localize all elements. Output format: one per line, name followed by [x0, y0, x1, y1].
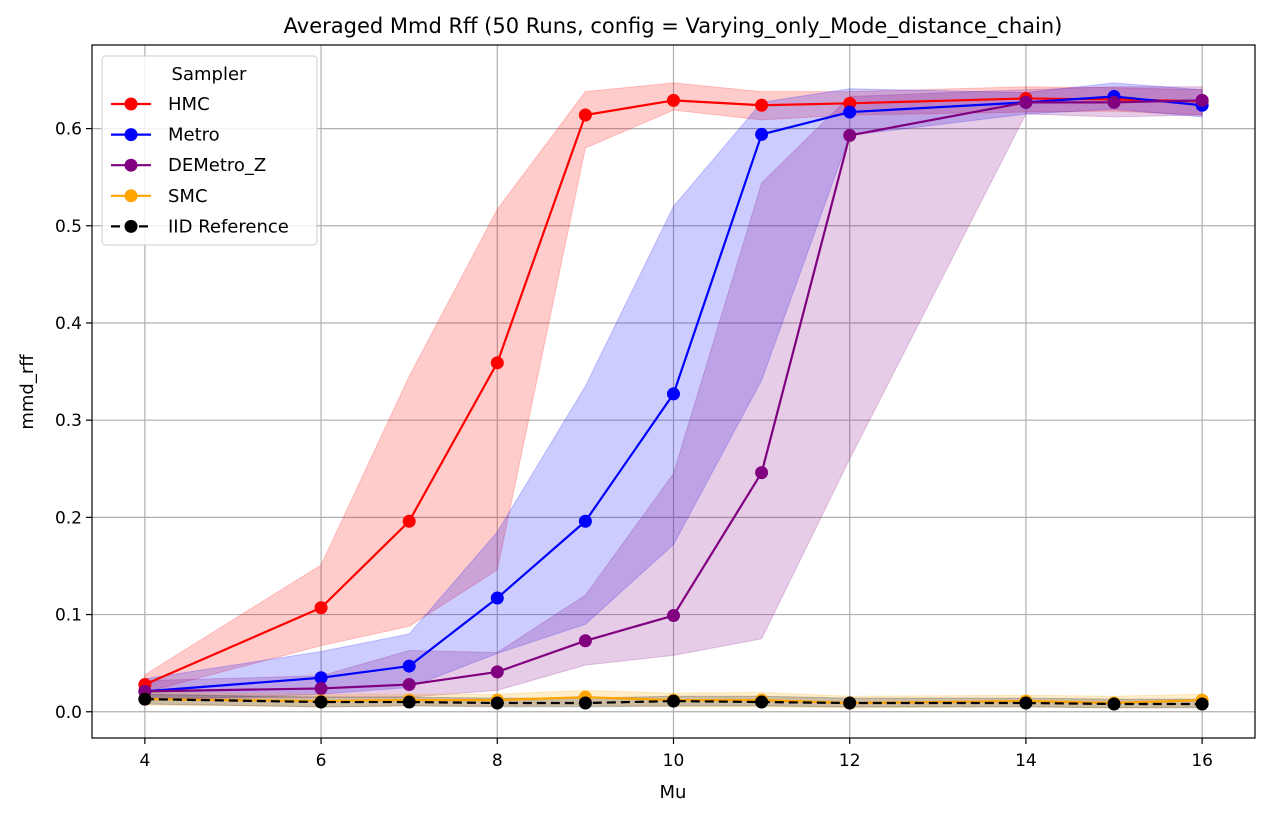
legend-label-hmc: HMC	[168, 94, 210, 115]
legend-entries: HMC Metro DEMetro_Z SMC IID Reference	[111, 94, 289, 237]
legend-entry-metro: Metro	[111, 125, 220, 146]
legend-marker-metro	[124, 128, 138, 142]
point-iid-reference	[314, 695, 328, 709]
y-tick-label: 0.2	[55, 508, 82, 528]
legend-entry-smc: SMC	[111, 186, 208, 207]
point-iid-reference	[490, 696, 504, 710]
legend-marker-smc	[124, 189, 138, 203]
y-tick-label: 0.4	[55, 314, 82, 334]
point-iid-reference	[843, 696, 857, 710]
point-demetro-z	[1107, 95, 1121, 109]
legend-entry-demetro-z: DEMetro_Z	[111, 155, 266, 176]
point-demetro-z	[314, 681, 328, 695]
x-tick-label: 8	[492, 751, 503, 771]
point-hmc	[314, 601, 328, 615]
point-hmc	[402, 514, 416, 528]
y-tick-label: 0.1	[55, 606, 82, 626]
point-metro	[843, 105, 857, 119]
legend-marker-hmc	[124, 97, 138, 111]
point-demetro-z	[402, 678, 416, 692]
y-tick-label: 0.0	[55, 703, 82, 723]
point-demetro-z	[578, 634, 592, 648]
point-metro	[402, 659, 416, 673]
point-iid-reference	[1107, 697, 1121, 711]
point-hmc	[578, 108, 592, 122]
x-tick-label: 10	[663, 751, 685, 771]
x-tick-label: 6	[316, 751, 327, 771]
legend: Sampler HMC Metro DEMetro_Z SMC IID Referenc…	[101, 55, 318, 246]
legend-title: Sampler	[172, 64, 247, 85]
x-tick-label: 4	[139, 751, 150, 771]
legend-marker-demetro-z	[124, 158, 138, 172]
point-metro	[667, 387, 680, 401]
band-hmc	[144, 82, 1203, 693]
point-iid-reference	[755, 695, 769, 709]
grid-lines	[92, 45, 1255, 738]
point-iid-reference	[1195, 697, 1209, 711]
point-metro	[490, 591, 504, 605]
legend-marker-iid-reference	[124, 219, 138, 233]
point-hmc	[755, 98, 769, 112]
x-axis-label: Mu	[660, 782, 687, 803]
point-iid-reference	[1019, 696, 1033, 710]
y-axis-label: mmd_rff	[17, 354, 38, 430]
x-tick-label: 12	[839, 751, 861, 771]
line-iid-reference	[144, 698, 1203, 706]
point-demetro-z	[1195, 93, 1209, 107]
y-axis-ticks: 0.0 0.1 0.2 0.3 0.4 0.5 0.6	[55, 120, 92, 723]
point-iid-reference	[578, 696, 592, 710]
band-demetro-z	[144, 86, 1203, 700]
point-hmc	[667, 93, 680, 107]
point-iid-reference	[138, 692, 152, 706]
chart-title: Averaged Mmd Rff (50 Runs, config = Vary…	[284, 14, 1063, 39]
point-iid-reference	[402, 695, 416, 709]
legend-entry-iid-reference: IID Reference	[111, 216, 289, 237]
legend-label-demetro-z: DEMetro_Z	[168, 155, 266, 176]
legend-label-metro: Metro	[168, 125, 220, 146]
point-demetro-z	[667, 609, 680, 623]
point-hmc	[490, 356, 504, 370]
legend-label-iid-reference: IID Reference	[168, 216, 289, 237]
point-demetro-z	[755, 466, 769, 480]
point-demetro-z	[490, 665, 504, 679]
point-iid-reference	[667, 694, 680, 708]
series-points	[138, 90, 1209, 711]
point-metro	[755, 127, 769, 141]
y-tick-label: 0.5	[55, 217, 82, 237]
x-tick-label: 14	[1015, 751, 1037, 771]
point-metro	[314, 671, 328, 685]
x-axis-ticks: 4 6 8 10 12 14 16	[139, 738, 1213, 771]
point-demetro-z	[1019, 95, 1033, 109]
x-tick-label: 16	[1191, 751, 1213, 771]
legend-label-smc: SMC	[168, 186, 208, 207]
point-metro	[578, 514, 592, 528]
legend-entry-hmc: HMC	[111, 94, 210, 115]
y-tick-label: 0.6	[55, 120, 82, 140]
point-demetro-z	[843, 128, 857, 142]
legend-box	[101, 55, 318, 246]
y-tick-label: 0.3	[55, 411, 82, 431]
